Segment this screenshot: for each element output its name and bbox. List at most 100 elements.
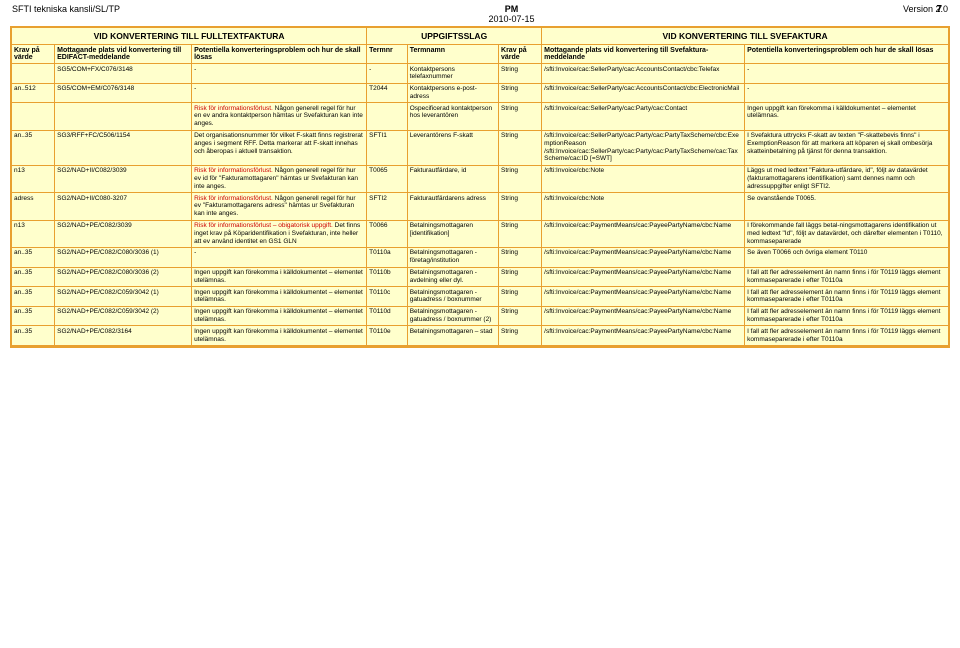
table-cell: Fakturautfärdarens adress [408,193,499,220]
section-header-cell: VID KONVERTERING TILL SVEFAKTURA [542,28,948,45]
table-cell: SG2/NAD+PE/C082/C059/3042 (2) [55,307,192,327]
table-cell: SG5/COM+FX/C076/3148 [55,64,192,84]
header-title: PM [505,4,519,14]
table-cell [12,64,55,84]
table-row: an..35SG2/NAD+PE/C082/C080/3036 (1)-T011… [12,248,948,268]
table-cell: an..35 [12,307,55,327]
table-cell: String [499,131,542,166]
section-header-cell: UPPGIFTSSLAG [367,28,542,45]
table-cell: Betalningsmottagaren – stad [408,326,499,346]
table-cell: /sfti:Invoice/cac:PaymentMeans/cac:Payee… [542,248,745,268]
table-cell: T0110c [367,287,408,307]
table-cell: n13 [12,221,55,248]
header-date: 2010-07-15 [488,14,534,24]
table-cell: Risk för informationsförlust. Någon gene… [192,166,367,193]
table-cell: /sfti:Invoice/cac:PaymentMeans/cac:Payee… [542,307,745,327]
table-cell: - [192,64,367,84]
column-header-row: Krav på värdeMottagande plats vid konver… [12,45,948,64]
table-cell: SG2/NAD+II/C082/3039 [55,166,192,193]
table-row: adressSG2/NAD+II/C080-3207Risk för infor… [12,193,948,220]
table-cell: SG2/NAD+PE/C082/C080/3036 (2) [55,268,192,288]
column-header-cell: Krav på värde [499,45,542,64]
table-cell: String [499,221,542,248]
table-cell: SFTI2 [367,193,408,220]
table-cell: Betalningsmottagaren - avdelning eller d… [408,268,499,288]
table-cell: String [499,248,542,268]
table-cell: SG3/RFF+FC/C506/1154 [55,131,192,166]
table-row: an..35SG3/RFF+FC/C506/1154Det organisati… [12,131,948,166]
table-cell: SFTI1 [367,131,408,166]
table-cell: T0065 [367,166,408,193]
page-number: 7 [936,4,942,15]
table-cell: Läggs ut med ledtext "Faktura-utfärdare,… [745,166,948,193]
table-cell [367,103,408,130]
table-cell: an..35 [12,268,55,288]
table-cell: Fakturautfärdare, id [408,166,499,193]
table-cell: Kontaktpersons e-post-adress [408,84,499,104]
table-row: an..512SG5/COM+EM/C076/3148-T2044Kontakt… [12,84,948,104]
table-cell: I fall att fler adresselement än namn fi… [745,268,948,288]
table-cell: - [745,64,948,84]
table-cell: Betalningsmottagaren - företag/instituti… [408,248,499,268]
table-cell: Betalningsmottagaren - gatuadress / boxn… [408,307,499,327]
table-cell: I Svefaktura uttrycks F-skatt av texten … [745,131,948,166]
table-cell: /sfti:Invoice/cbc:Note [542,193,745,220]
table-cell: T0066 [367,221,408,248]
table-cell: Risk för informationsförlust – obigatori… [192,221,367,248]
table-cell: Betalningsmottagaren [identifikation] [408,221,499,248]
table-cell: n13 [12,166,55,193]
table-cell: Ingen uppgift kan förekomma i källdokume… [192,268,367,288]
table-cell: T0110d [367,307,408,327]
conversion-table: VID KONVERTERING TILL FULLTEXTFAKTURAUPP… [10,26,950,348]
table-cell: Risk för informationsförlust. Någon gene… [192,103,367,130]
table-cell: Leverantörens F-skatt [408,131,499,166]
table-cell: String [499,193,542,220]
table-cell: SG2/NAD+PE/C082/3164 [55,326,192,346]
table-cell: String [499,166,542,193]
column-header-cell: Mottagande plats vid konvertering till E… [55,45,192,64]
table-cell: adress [12,193,55,220]
table-cell: String [499,326,542,346]
table-cell: Det organisationsnummer för vilket F-ska… [192,131,367,166]
table-cell: I förekommande fall läggs betal-ningsmot… [745,221,948,248]
page-header: SFTI tekniska kansli/SL/TP PM 2010-07-15… [0,0,960,26]
table-cell: String [499,84,542,104]
table-cell: an..512 [12,84,55,104]
table-cell: SG2/NAD+PE/C082/C059/3042 (1) [55,287,192,307]
table-cell: SG5/COM+EM/C076/3148 [55,84,192,104]
column-header-cell: Mottagande plats vid konvertering till S… [542,45,745,64]
table-body: SG5/COM+FX/C076/3148--Kontaktpersons tel… [12,64,948,346]
table-cell [12,103,55,130]
table-cell: Ingen uppgift kan förekomma i källdokume… [745,103,948,130]
header-left: SFTI tekniska kansli/SL/TP [12,4,120,24]
table-cell: an..35 [12,287,55,307]
table-cell: - [367,64,408,84]
table-row: an..35SG2/NAD+PE/C082/C059/3042 (2)Ingen… [12,307,948,327]
table-cell: I fall att fler adresselement än namn fi… [745,287,948,307]
table-cell: String [499,103,542,130]
table-row: an..35SG2/NAD+PE/C082/C059/3042 (1)Ingen… [12,287,948,307]
table-cell: Ospecificerad kontaktperson hos leverant… [408,103,499,130]
table-cell: an..35 [12,326,55,346]
table-cell: T0110a [367,248,408,268]
table-cell: /sfti:Invoice/cac:SellerParty/cac:Accoun… [542,64,745,84]
table-cell: Ingen uppgift kan förekomma i källdokume… [192,287,367,307]
table-cell [55,103,192,130]
table-cell: Risk för informationsförlust. Någon gene… [192,193,367,220]
table-cell: T0110e [367,326,408,346]
table-row: an..35SG2/NAD+PE/C082/C080/3036 (2)Ingen… [12,268,948,288]
table-cell: SG2/NAD+PE/C082/C080/3036 (1) [55,248,192,268]
table-cell: I fall att fler adresselement än namn fi… [745,307,948,327]
table-row: an..35SG2/NAD+PE/C082/3164Ingen uppgift … [12,326,948,346]
table-row: Risk för informationsförlust. Någon gene… [12,103,948,130]
section-header-cell: VID KONVERTERING TILL FULLTEXTFAKTURA [12,28,367,45]
table-cell: String [499,64,542,84]
table-cell: String [499,307,542,327]
table-cell: - [192,248,367,268]
table-cell: /sfti:Invoice/cac:SellerParty/cac:Accoun… [542,84,745,104]
table-cell: /sfti:Invoice/cac:PaymentMeans/cac:Payee… [542,287,745,307]
table-cell: /sfti:Invoice/cbc:Note [542,166,745,193]
table-row: SG5/COM+FX/C076/3148--Kontaktpersons tel… [12,64,948,84]
table-cell: I fall att fler adresselement än namn fi… [745,326,948,346]
table-cell: T0110b [367,268,408,288]
